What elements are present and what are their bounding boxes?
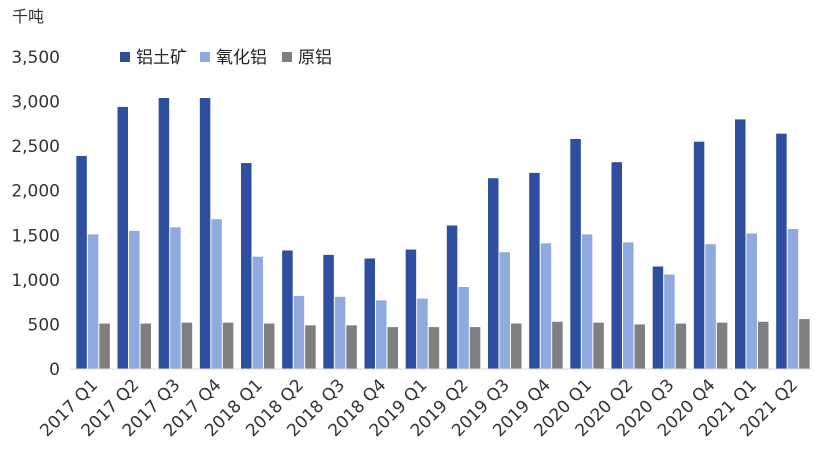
bar-bauxite: [488, 178, 499, 369]
bar-alumina: [540, 243, 552, 369]
bar-primary-aluminum: [758, 321, 769, 369]
legend-label: 氧化铝: [216, 48, 267, 68]
legend-swatch: [200, 52, 210, 62]
bar-alumina: [334, 296, 346, 369]
y-tick-label: 3,500: [11, 48, 60, 68]
bar-alumina: [664, 274, 675, 369]
bar-primary-aluminum: [675, 323, 687, 369]
bar-bauxite: [652, 266, 664, 369]
y-tick-label: 2,000: [11, 182, 60, 202]
bar-alumina: [705, 244, 716, 369]
bar-primary-aluminum: [305, 325, 316, 369]
bar-primary-aluminum: [634, 324, 645, 369]
bar-bauxite: [611, 162, 622, 369]
bar-primary-aluminum: [99, 323, 110, 369]
bar-bauxite: [158, 98, 170, 369]
bar-alumina: [623, 242, 634, 369]
bar-primary-aluminum: [222, 322, 234, 369]
bar-bauxite: [776, 133, 787, 369]
bar-primary-aluminum: [264, 323, 275, 369]
bar-bauxite: [282, 250, 293, 369]
bar-primary-aluminum: [140, 323, 151, 369]
legend: 铝土矿 氧化铝 原铝: [120, 48, 332, 68]
bar-alumina: [499, 252, 510, 369]
bar-primary-aluminum: [593, 322, 604, 369]
bar-primary-aluminum: [511, 323, 522, 369]
bar-alumina: [252, 256, 263, 369]
bar-alumina: [293, 295, 305, 369]
y-tick-label: 1,000: [11, 271, 60, 291]
bar-primary-aluminum: [428, 327, 440, 369]
y-tick-label: 3,000: [11, 93, 60, 113]
legend-label: 原铝: [298, 48, 332, 68]
bar-alumina: [458, 286, 469, 369]
bar-bauxite: [76, 155, 87, 369]
bar-alumina: [581, 234, 593, 369]
bar-bauxite: [693, 141, 705, 369]
bar-primary-aluminum: [387, 327, 398, 369]
y-tick-label: 0: [49, 360, 60, 380]
bar-bauxite: [529, 172, 540, 369]
bar-primary-aluminum: [469, 327, 481, 369]
legend-swatch: [282, 52, 292, 62]
legend-label: 铝土矿: [136, 48, 187, 68]
bar-bauxite: [199, 98, 211, 369]
bar-alumina: [787, 229, 799, 369]
bar-bauxite: [405, 249, 417, 369]
y-axis: 0 500 1,000 1,500 2,000 2,500 3,000 3,500: [11, 48, 60, 380]
bar-alumina: [87, 234, 99, 369]
bar-primary-aluminum: [716, 322, 728, 369]
bar-alumina: [211, 219, 222, 369]
y-unit-label: 千吨: [12, 7, 44, 26]
bar-alumina: [170, 227, 181, 369]
bars: [70, 98, 811, 370]
bar-bauxite: [364, 258, 375, 369]
bar-primary-aluminum: [799, 319, 810, 369]
y-tick-label: 500: [28, 315, 60, 335]
bar-alumina: [376, 300, 387, 369]
bar-bauxite: [446, 225, 458, 369]
bar-primary-aluminum: [346, 325, 357, 369]
bar-primary-aluminum: [552, 321, 563, 369]
bar-alumina: [417, 298, 428, 369]
y-tick-label: 1,500: [11, 226, 60, 246]
bar-bauxite: [117, 106, 128, 370]
bar-alumina: [746, 233, 757, 369]
bar-bauxite: [241, 163, 252, 369]
bar-bauxite: [735, 119, 746, 370]
legend-swatch: [120, 52, 130, 62]
bar-bauxite: [323, 254, 334, 369]
bar-primary-aluminum: [181, 322, 193, 369]
bar-bauxite: [570, 139, 581, 369]
bar-alumina: [129, 230, 140, 369]
y-tick-label: 2,500: [11, 137, 60, 157]
